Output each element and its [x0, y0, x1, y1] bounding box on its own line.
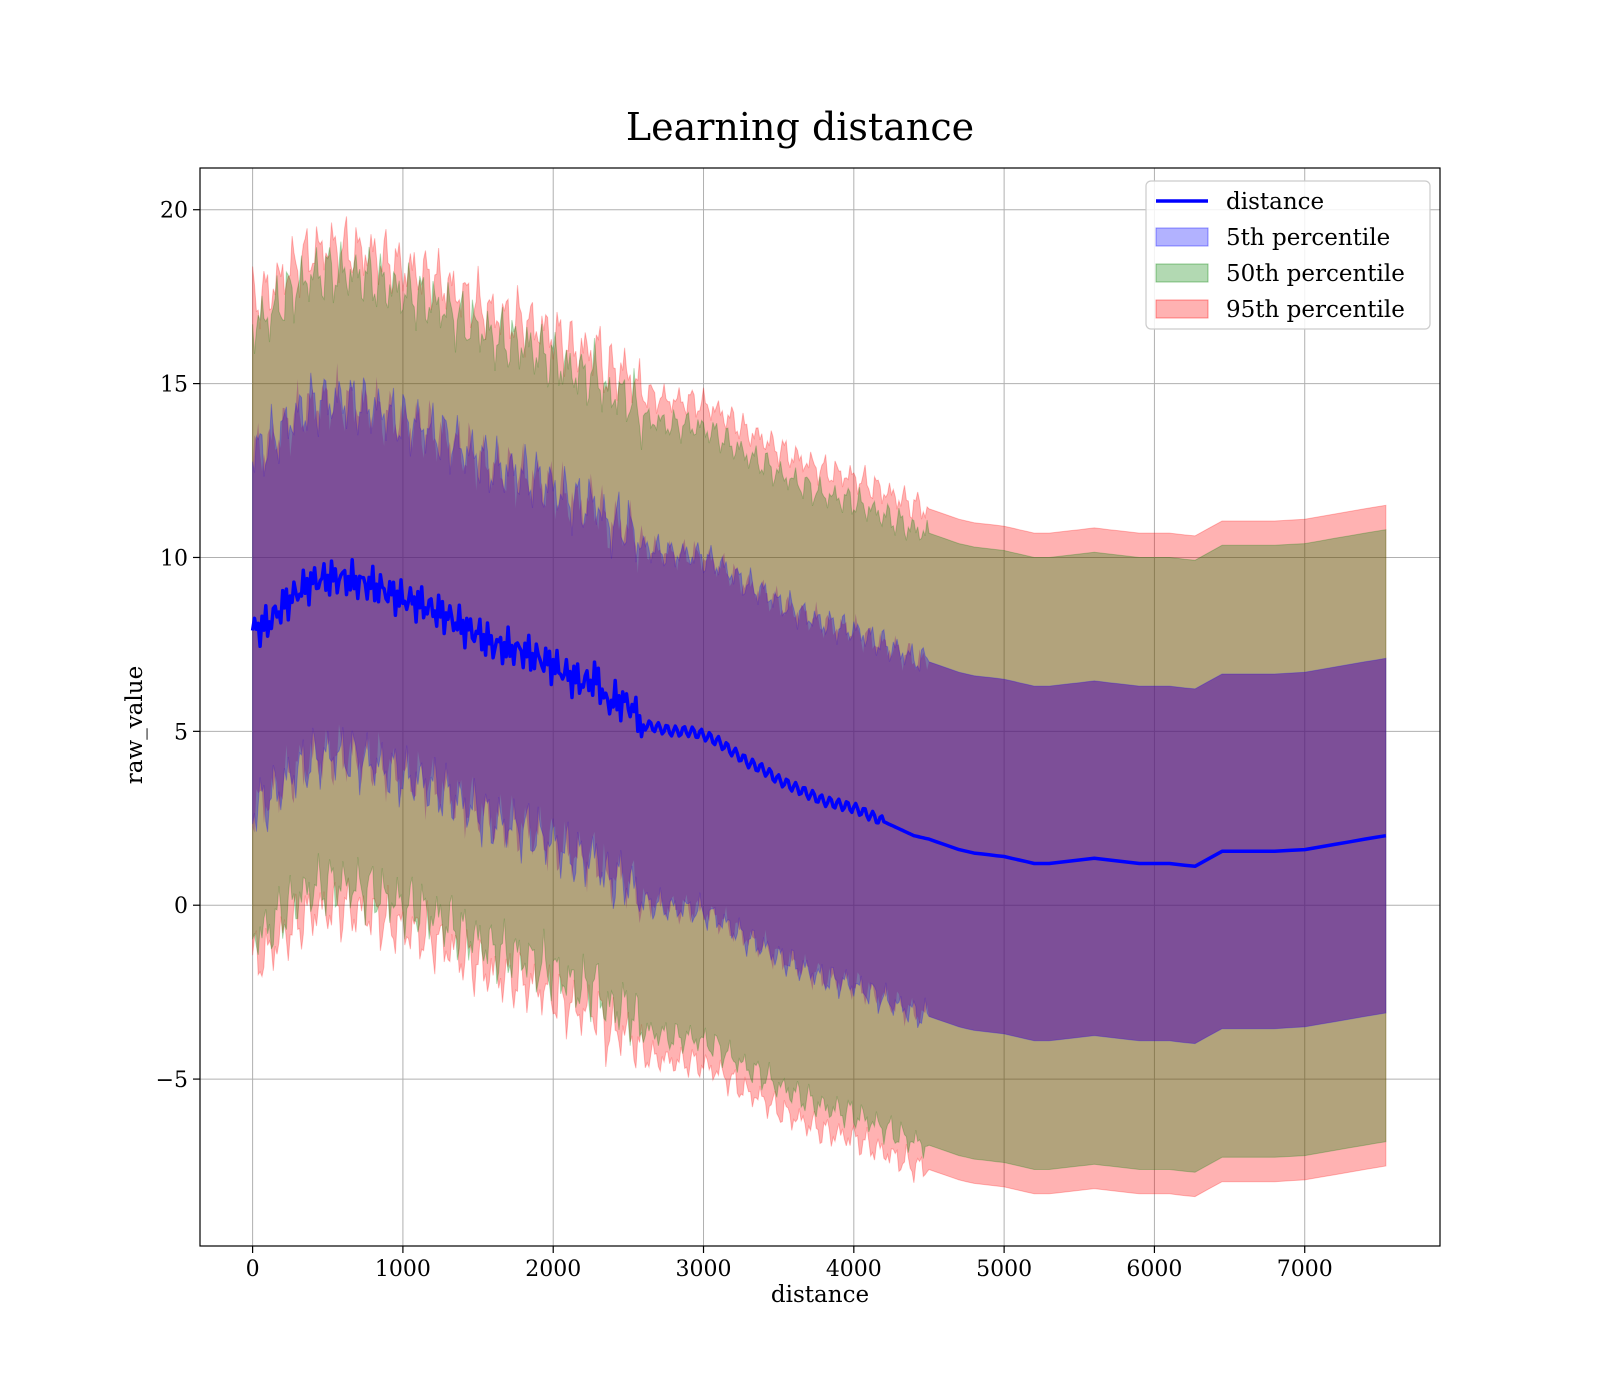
legend-swatch-3: [1155, 299, 1209, 319]
x-tick-label-4: 4000: [826, 1257, 882, 1282]
x-axis-title: distance: [771, 1282, 869, 1308]
x-tick-label-6: 6000: [1126, 1257, 1182, 1282]
band-95th-percentile: [252, 216, 1387, 1198]
legend-swatch-2: [1155, 263, 1209, 283]
y-tick-label-5: 20: [160, 199, 188, 224]
chart-title: Learning distance: [626, 105, 974, 149]
x-tick-label-1: 1000: [375, 1257, 431, 1282]
legend-swatch-1: [1155, 227, 1209, 247]
legend-label-3: 95th percentile: [1226, 297, 1405, 323]
y-tick-label-0: −5: [156, 1068, 188, 1093]
y-tick-label-4: 15: [160, 373, 188, 398]
x-tick-label-3: 3000: [676, 1257, 732, 1282]
legend: distance 5th percentile 50th percentile 95t…: [1145, 180, 1431, 330]
plot-area: 0 1000 2000 3000 4000 5000 6000 7000 −5 0 5 10 15 20: [156, 167, 1441, 1282]
legend-label-0: distance: [1226, 189, 1324, 215]
y-axis-title: raw_value: [122, 666, 148, 784]
band-inner-overlay: [252, 363, 1386, 1044]
x-tick-label-2: 2000: [525, 1257, 581, 1282]
legend-box: [1145, 180, 1431, 330]
series-line-distance: [250, 557, 1387, 869]
x-tick-label-5: 5000: [976, 1257, 1032, 1282]
y-tick-label-2: 5: [174, 720, 188, 745]
legend-label-2: 50th percentile: [1226, 261, 1405, 287]
y-tick-label-1: 0: [174, 894, 188, 919]
y-tick-label-3: 10: [160, 546, 188, 571]
legend-label-1: 5th percentile: [1226, 225, 1390, 251]
band-50th-percentile: [252, 241, 1387, 1173]
x-tick-label-0: 0: [246, 1257, 260, 1282]
band-5th-percentile: [252, 372, 1387, 1045]
plot-frame: [199, 167, 1441, 1247]
bands: [252, 216, 1387, 1198]
x-tick-label-7: 7000: [1277, 1257, 1333, 1282]
